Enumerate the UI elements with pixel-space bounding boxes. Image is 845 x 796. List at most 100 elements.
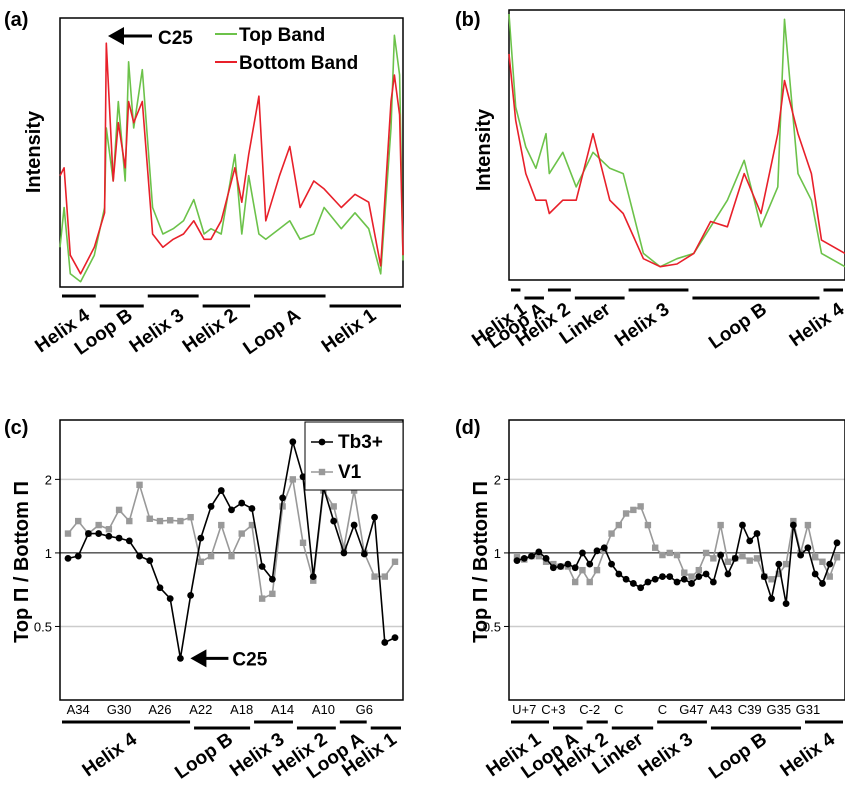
panel-c-v1-point xyxy=(126,517,133,525)
panel-c-tb3-point xyxy=(105,532,113,540)
panel-c-tb3-point xyxy=(309,573,317,580)
panel-d-tb3-point xyxy=(586,560,594,568)
panel-d-v1-point xyxy=(666,549,673,557)
panel-d-v1-point xyxy=(739,552,746,560)
panel-c-v1-point xyxy=(350,487,358,494)
panel-c-tb3-point xyxy=(340,549,348,557)
panel-c-tb3-point xyxy=(207,503,215,510)
panel-a-series-top-band xyxy=(59,34,404,283)
panel-d-v1-point xyxy=(644,521,652,529)
panel-c-v1-point xyxy=(299,539,307,547)
panel-d-v1-point xyxy=(593,566,601,574)
panel-c-v1-point xyxy=(95,521,102,529)
panel-c-tb3-point xyxy=(64,554,72,562)
panel-c-tb3-point xyxy=(279,494,286,502)
panel-d-v1-point xyxy=(826,573,833,580)
panel-c-tb3-point xyxy=(330,517,338,525)
panel-d-v1-point xyxy=(586,578,593,586)
panel-c-y-tick-label: 1 xyxy=(45,546,52,561)
legend-label-top-band: Top Band xyxy=(239,25,325,46)
panel-d-tb3-point xyxy=(724,570,732,578)
panel-d-v1-point xyxy=(811,554,819,561)
panel-a-region-label: Helix 2 xyxy=(179,305,241,357)
panel-c-annotation-label: C25 xyxy=(232,649,267,670)
panel-d-x-tick-label: C xyxy=(658,702,667,717)
panel-b-region-label: Helix 3 xyxy=(611,299,673,351)
panel-c-v1-point xyxy=(269,590,276,598)
panel-c-v1-point xyxy=(381,573,388,580)
panel-c-y-tick-label: 2 xyxy=(45,472,52,487)
panel-c-tb3-point xyxy=(381,639,389,646)
legend-label-bottom-band: Bottom Band xyxy=(239,53,358,74)
panel-c-region-label: Helix 4 xyxy=(79,729,142,782)
panel-d-v1-point xyxy=(804,521,812,529)
panel-c-tb3-point xyxy=(248,505,256,512)
panel-d-x-tick-label: U+7 xyxy=(512,702,536,717)
legend-marker-v1 xyxy=(318,468,326,476)
panel-d-tb3-point xyxy=(789,521,797,529)
panel-a-series-bottom-band xyxy=(59,42,404,275)
panel-c-v1-point xyxy=(248,521,256,529)
panel-d-y-tick-label: 2 xyxy=(494,472,501,487)
panel-d-tb3-point xyxy=(659,573,666,580)
panel-d-tb3-point xyxy=(593,547,601,555)
panel-d-v1-point xyxy=(579,566,586,574)
panel-d-tb3-point xyxy=(695,573,703,580)
panel-d-v1-point xyxy=(775,570,783,578)
panel-b-frame xyxy=(508,9,845,281)
panel-c-v1-point xyxy=(258,595,266,602)
panel-c-tb3-point xyxy=(166,595,174,603)
panel-d-tb3-point xyxy=(797,551,805,559)
panel-c-v1-point xyxy=(371,573,378,580)
panel-c-x-tick-label: A22 xyxy=(189,702,212,717)
panel-d-tb3-point xyxy=(739,521,746,529)
panel-c-v1-point xyxy=(289,476,297,483)
panel-d-region-label: Loop B xyxy=(705,729,771,784)
panel-d-v1-point xyxy=(659,551,666,559)
panel-c-v1-point xyxy=(279,503,286,510)
panel-d-tb3-point xyxy=(600,544,608,552)
panel-d-v1-point xyxy=(688,573,695,580)
panel-c-frame xyxy=(59,419,404,701)
panel-d-region-label: Helix 4 xyxy=(777,729,840,782)
panel-d-v1-point xyxy=(724,558,732,565)
panel-c-v1-point xyxy=(64,530,72,537)
panel-d-tb3-point xyxy=(680,575,688,583)
panel-d-tb3-point xyxy=(811,570,819,578)
panel-c-v1-point xyxy=(228,552,235,560)
panel-c-tb3-point xyxy=(146,557,154,565)
panel-c-tb3-point xyxy=(177,655,184,662)
panel-c-legend-box xyxy=(304,421,404,491)
panel-d-tb3-point xyxy=(542,554,550,562)
panel-c-v1-point xyxy=(187,514,194,521)
panel-c-x-tick-label: A26 xyxy=(148,702,171,717)
panel-c-tb3-point xyxy=(125,537,133,545)
panel-c-tb3-point xyxy=(268,575,276,583)
panel-c-tb3-point xyxy=(74,552,82,560)
panel-d-v1-point xyxy=(542,558,550,565)
panel-d-tb3-point xyxy=(688,580,695,587)
panel-c-y-axis-label: Top Π / Bottom Π xyxy=(11,481,33,643)
panel-d-tb3-point xyxy=(622,575,630,583)
panel-c: (c) Top Π / Bottom Π 0.5 1 2 A34 G30 A26 A22 A1… xyxy=(4,417,404,784)
panel-d-tb3-point xyxy=(819,580,826,587)
panel-d-x-tick-label: C-2 xyxy=(579,702,600,717)
panel-d-tb3-point xyxy=(746,537,754,545)
panel-d-v1-point xyxy=(819,558,826,565)
panel-c-v1-point xyxy=(156,517,164,525)
panel-d-v1-point xyxy=(768,576,775,583)
panel-d-tb3-point xyxy=(666,573,674,580)
panel-c-tb3-point xyxy=(350,521,358,529)
panel-d-tb3-point xyxy=(760,573,768,580)
panel-c-tb3-point xyxy=(156,584,164,592)
panel-d-tb3-point xyxy=(833,539,841,547)
panel-d-tb3-point xyxy=(768,595,775,603)
panel-d-tb3-point xyxy=(731,554,739,562)
panel-d-tb3-point xyxy=(528,552,535,560)
panel-d-v1-point xyxy=(717,521,724,529)
panel-a-frame xyxy=(59,17,404,288)
panel-d-v1-point xyxy=(746,557,753,564)
panel-b-series-top-band xyxy=(508,13,845,268)
